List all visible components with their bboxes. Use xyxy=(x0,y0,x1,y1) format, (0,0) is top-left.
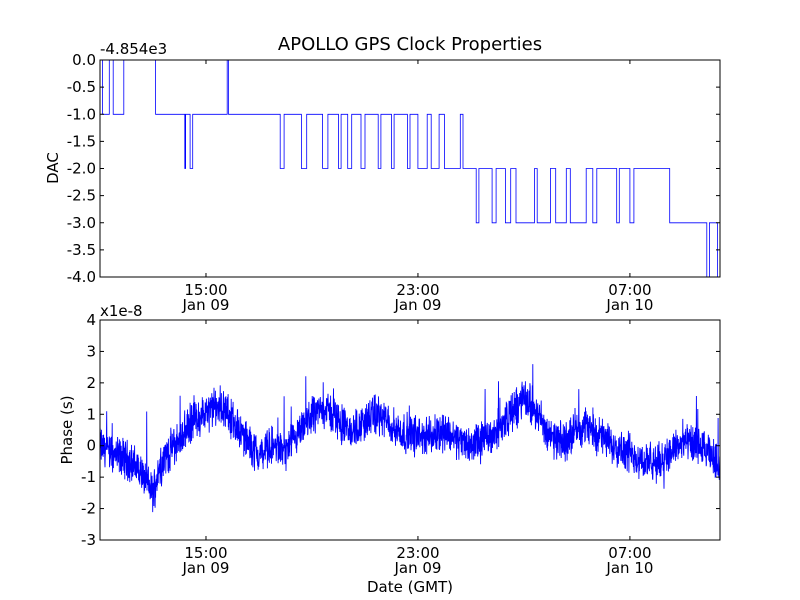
xtick-time-label: 07:00 xyxy=(608,544,651,562)
xtick-date-label: Jan 09 xyxy=(393,296,441,314)
ytick-label: -2.5 xyxy=(67,187,96,205)
xtick-time-label: 15:00 xyxy=(184,281,227,299)
ytick-label: -3 xyxy=(81,531,96,549)
phase-series-line xyxy=(100,364,720,513)
dac-offset-label: -4.854e3 xyxy=(100,40,167,58)
ytick-label: -1 xyxy=(81,468,96,486)
ytick-label: -2 xyxy=(81,500,96,518)
chart-title: APOLLO GPS Clock Properties xyxy=(278,34,542,55)
ytick-label: -2.0 xyxy=(67,160,96,178)
ytick-label: 3 xyxy=(86,342,96,360)
dac-panel: 0.0 -0.5 -1.0 -1.5 -2.0 -2.5 -3.0 -3.5 -4.0 15:0… xyxy=(44,40,721,314)
xtick-date-label: Jan 10 xyxy=(605,296,653,314)
xtick-date-label: Jan 09 xyxy=(181,296,229,314)
ytick-label: -1.5 xyxy=(67,132,96,150)
xtick-time-label: 07:00 xyxy=(608,281,651,299)
ytick-label: -4.0 xyxy=(67,268,96,286)
xtick-date-label: Jan 09 xyxy=(181,559,229,577)
x-axis-title: Date (GMT) xyxy=(367,578,453,596)
xtick-time-label: 15:00 xyxy=(184,544,227,562)
xtick-date-label: Jan 10 xyxy=(605,559,653,577)
ytick-label: 0.0 xyxy=(72,51,96,69)
ytick-label: -3.0 xyxy=(67,214,96,232)
ytick-label: 1 xyxy=(86,405,96,423)
xtick-time-label: 23:00 xyxy=(396,281,439,299)
ytick-label: -3.5 xyxy=(67,241,96,259)
phase-ylabel: Phase (s) xyxy=(58,395,76,464)
dac-ylabel: DAC xyxy=(44,152,62,184)
ytick-label: -1.0 xyxy=(67,105,96,123)
ytick-label: 2 xyxy=(86,374,96,392)
phase-plot-frame xyxy=(99,319,721,541)
ytick-label: 4 xyxy=(86,311,96,329)
xtick-time-label: 23:00 xyxy=(396,544,439,562)
xtick-date-label: Jan 09 xyxy=(393,559,441,577)
dac-series-line xyxy=(100,60,720,277)
ytick-label: -0.5 xyxy=(67,78,96,96)
phase-offset-label: x1e-8 xyxy=(100,302,143,320)
ytick-label: 0 xyxy=(86,437,96,455)
